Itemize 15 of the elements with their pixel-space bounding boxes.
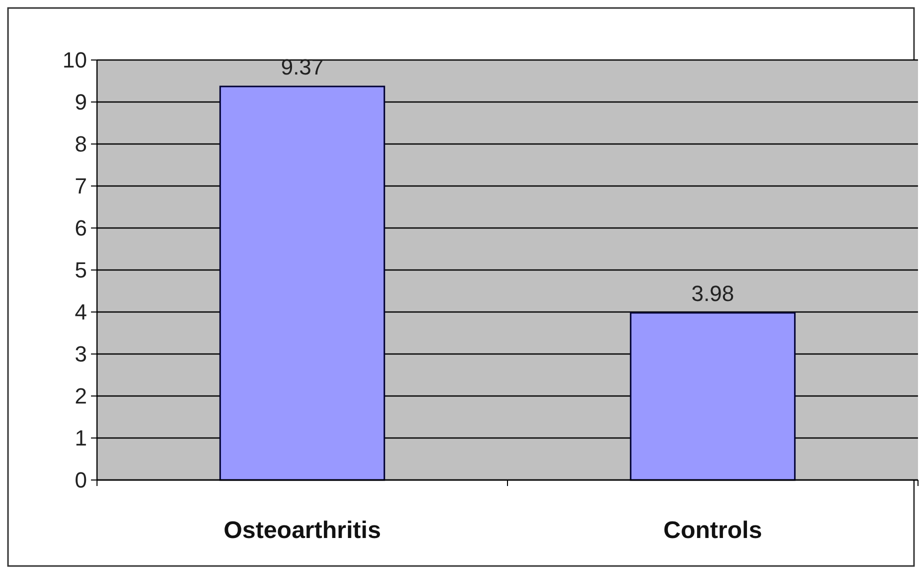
x-tick-label: Controls [663,517,762,544]
y-tick-label: 1 [74,426,87,451]
y-tick-label: 4 [74,300,87,325]
y-tick-label: 9 [74,90,87,115]
data-label: 9.37 [280,54,324,80]
y-tick-label: 8 [74,132,87,157]
y-tick-label: 3 [74,342,87,367]
y-tick-label: 6 [74,216,87,241]
data-label: 3.98 [691,280,734,306]
y-tick-label: 5 [74,258,87,283]
y-tick-label: 10 [62,48,87,73]
y-tick-label: 2 [74,384,87,409]
x-tick-label: Osteoarthritis [224,517,381,544]
y-tick-label: 0 [74,468,87,493]
y-tick-label: 7 [74,174,87,199]
